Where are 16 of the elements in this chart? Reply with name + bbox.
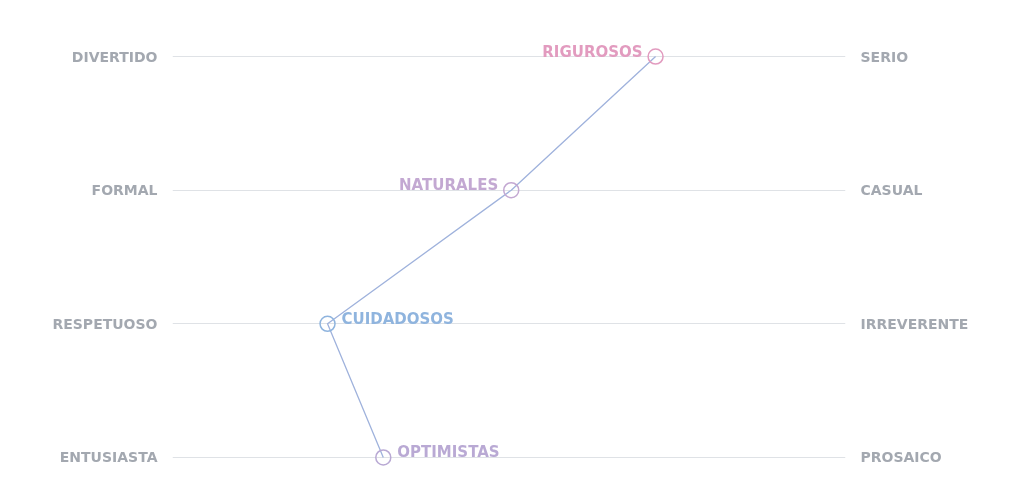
y2-tick-label: SERIO (860, 48, 909, 65)
y2-tick-label: CASUAL (860, 182, 923, 199)
y-tick-label: FORMAL (91, 182, 158, 199)
point (319, 315, 336, 333)
y-tick-label: DIVERTIDO (71, 48, 158, 65)
point (375, 449, 392, 466)
point (647, 48, 664, 65)
annotation: NATURALES (399, 176, 499, 195)
annotation: CUIDADOSOS (341, 309, 454, 328)
annotation: RIGUROSOS (542, 42, 643, 61)
y2-tick-label: PROSAICO (860, 449, 942, 466)
annotation: OPTIMISTAS (397, 443, 500, 462)
y2-tick-label: IRREVERENTE (860, 315, 969, 332)
y-tick-label: ENTUSIASTA (59, 449, 158, 466)
point (502, 181, 520, 199)
y-tick-label: RESPETUOSO (52, 315, 158, 332)
